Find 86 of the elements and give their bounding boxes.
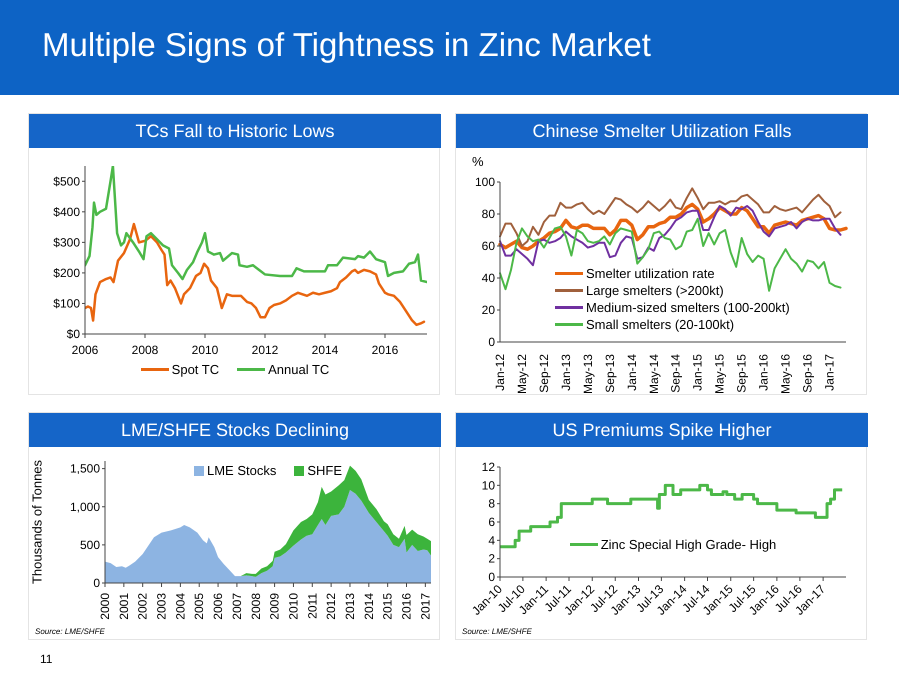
legend-label: Spot TC bbox=[172, 362, 220, 377]
x-tick-label: 2006 bbox=[211, 592, 226, 620]
y-tick-label: $500 bbox=[53, 174, 80, 188]
x-tick-label: 2014 bbox=[362, 592, 376, 620]
x-tick-label: 2016 bbox=[400, 592, 414, 620]
y-tick-label: 100 bbox=[474, 175, 496, 189]
x-tick-label: 2000 bbox=[98, 592, 112, 620]
y-tick-label: 6 bbox=[488, 515, 496, 529]
x-tick-label: 2005 bbox=[192, 592, 206, 620]
x-tick-label: 2011 bbox=[305, 592, 320, 619]
y-tick-label: 1,000 bbox=[70, 500, 100, 514]
x-tick-label: Jan-17 bbox=[822, 354, 837, 391]
x-tick-label: 2012 bbox=[324, 592, 338, 620]
text: Multiple Signs of Tightness in Zinc Market bbox=[42, 26, 651, 64]
x-tick-label: 2004 bbox=[173, 592, 188, 620]
text: 11 bbox=[40, 652, 52, 666]
x-tick-label: 2007 bbox=[230, 592, 244, 620]
x-tick-label: Sep-12 bbox=[536, 354, 551, 393]
y-axis-title: Thousands of Tonnes bbox=[30, 459, 45, 584]
source-note: Source: LME/SHFE bbox=[462, 627, 532, 636]
y-tick-label: 12 bbox=[482, 460, 496, 474]
x-tick-label: Sep-15 bbox=[734, 354, 749, 393]
y-tick-label: $300 bbox=[53, 235, 80, 250]
x-tick-label: May-15 bbox=[712, 354, 727, 394]
y-tick-label: 4 bbox=[488, 533, 496, 548]
x-tick-label: 2017 bbox=[418, 592, 432, 620]
y-tick-label: 8 bbox=[488, 496, 496, 511]
line-series bbox=[85, 166, 427, 284]
source-note: Source: LME/SHFE bbox=[35, 627, 105, 636]
x-tick-label: Jan-13 bbox=[558, 354, 573, 391]
x-tick-label: 2014 bbox=[312, 343, 339, 357]
legend-label: Large smelters (>200kt) bbox=[586, 283, 724, 298]
line-series bbox=[499, 205, 842, 266]
x-tick-label: Jan-14 bbox=[624, 354, 639, 391]
x-tick-label: 2015 bbox=[380, 592, 395, 620]
chart-title: US Premiums Spike Higher bbox=[456, 413, 868, 447]
x-tick-label: May-16 bbox=[778, 354, 793, 394]
line-series bbox=[85, 222, 426, 326]
legend-label: SHFE bbox=[307, 463, 342, 478]
legend-label: Medium-sized smelters (100-200kt) bbox=[586, 300, 790, 315]
legend-label: LME Stocks bbox=[206, 463, 276, 478]
y-tick-label: 40 bbox=[482, 271, 496, 285]
y-tick-label: $200 bbox=[53, 266, 80, 280]
y-tick-label: $0 bbox=[66, 327, 80, 341]
x-tick-label: 2016 bbox=[372, 343, 399, 357]
legend-label: Small smelters (20-100kt) bbox=[586, 317, 734, 332]
x-tick-label: Sep-13 bbox=[602, 354, 617, 393]
x-tick-label: 2010 bbox=[286, 592, 300, 620]
x-tick-label: 2002 bbox=[136, 592, 150, 620]
y-tick-label: 80 bbox=[482, 207, 496, 221]
y-tick-label: 500 bbox=[80, 538, 100, 552]
x-tick-label: May-13 bbox=[580, 354, 595, 394]
x-tick-label: 2006 bbox=[72, 343, 99, 357]
y-tick-label: 0 bbox=[93, 576, 100, 590]
x-tick-label: 2010 bbox=[192, 343, 219, 357]
x-tick-label: Sep-16 bbox=[800, 354, 815, 393]
y-tick-label: $400 bbox=[53, 204, 80, 219]
x-tick-label: May-14 bbox=[646, 354, 661, 394]
chart-title: TCs Fall to Historic Lows bbox=[29, 114, 441, 148]
x-tick-label: Jan-15 bbox=[690, 354, 705, 391]
x-tick-label: May-12 bbox=[514, 354, 529, 394]
x-tick-label: 2003 bbox=[154, 592, 169, 620]
x-tick-label: Sep-14 bbox=[668, 354, 683, 393]
y-tick-label: 2 bbox=[488, 552, 496, 566]
legend-label: Smelter utilization rate bbox=[586, 266, 715, 281]
y-tick-label: 0 bbox=[488, 335, 496, 349]
y-tick-label: 20 bbox=[482, 303, 496, 317]
y-tick-label: $100 bbox=[53, 296, 80, 310]
x-tick-label: 2012 bbox=[252, 343, 279, 357]
x-tick-label: 2008 bbox=[248, 592, 263, 620]
y-axis-title: % bbox=[472, 154, 484, 169]
y-tick-label: 0 bbox=[488, 570, 496, 584]
line-series bbox=[499, 187, 842, 247]
x-tick-label: Jan-16 bbox=[756, 354, 771, 391]
y-tick-label: 60 bbox=[482, 239, 496, 253]
x-tick-label: Jan-12 bbox=[493, 354, 507, 391]
x-tick-label: 2013 bbox=[342, 592, 357, 620]
y-tick-label: 1,500 bbox=[70, 462, 100, 476]
x-tick-label: 2001 bbox=[116, 592, 131, 620]
legend-label: Annual TC bbox=[268, 362, 330, 377]
chart-title: LME/SHFE Stocks Declining bbox=[29, 413, 441, 447]
y-tick-label: 10 bbox=[482, 478, 496, 492]
x-tick-label: 2008 bbox=[132, 343, 159, 357]
x-tick-label: 2009 bbox=[268, 592, 282, 620]
legend-label: Zinc Special High Grade- High bbox=[600, 537, 776, 552]
chart-title: Chinese Smelter Utilization Falls bbox=[456, 114, 868, 148]
